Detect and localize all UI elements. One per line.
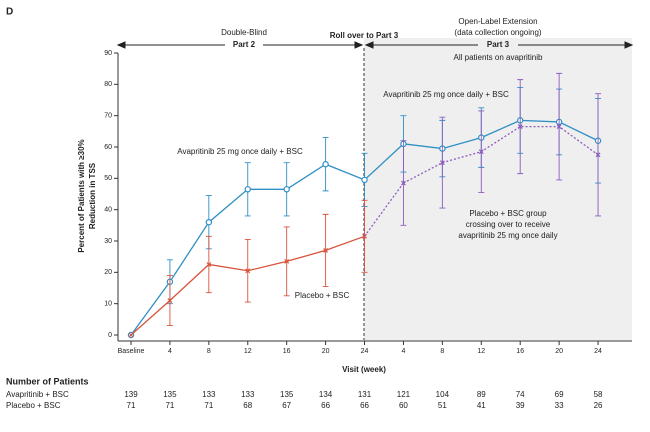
x-tick-label: 20 [322, 348, 330, 355]
x-tick-label: Baseline [118, 348, 145, 355]
annotation: All patients on avapritinib [454, 53, 543, 62]
marker [167, 298, 173, 303]
marker [323, 247, 329, 253]
marker [517, 124, 523, 130]
x-tick-label: 24 [594, 348, 602, 355]
marker [478, 149, 484, 155]
patient-count: 39 [516, 401, 525, 410]
patient-count: 33 [555, 401, 564, 410]
patient-count: 26 [594, 401, 603, 410]
x-tick-label: 20 [555, 348, 563, 355]
y-tick-label: 80 [104, 81, 112, 88]
patient-count: 134 [319, 390, 333, 399]
marker [284, 258, 290, 264]
marker [322, 161, 329, 168]
y-tick-label: 90 [104, 50, 112, 57]
marker [556, 124, 562, 130]
y-tick-label: 0 [108, 332, 112, 339]
marker [361, 176, 368, 184]
header: Open-Label Extension [458, 17, 537, 26]
annotation: crossing over to receive [466, 220, 551, 229]
y-tick-label: 30 [104, 238, 112, 245]
series-line [403, 125, 599, 184]
patient-count: 89 [477, 390, 486, 399]
row-label: Avapritinib + BSC [6, 390, 69, 399]
patient-count: 133 [202, 390, 216, 399]
x-tick-label: 16 [516, 348, 524, 355]
marker [283, 186, 290, 193]
marker [206, 262, 212, 267]
table-title: Number of Patients [6, 376, 89, 386]
patient-count: 66 [360, 401, 369, 410]
annotation: Avapritinib 25 mg once daily + BSC [383, 90, 509, 99]
patient-count: 135 [163, 390, 177, 399]
marker [205, 218, 213, 226]
patient-count: 71 [204, 401, 213, 410]
marker [401, 180, 406, 186]
patient-count: 68 [243, 401, 252, 410]
annotation: avapritinib 25 mg once daily [458, 231, 557, 240]
x-tick-label: 12 [244, 348, 252, 355]
patient-count: 71 [165, 401, 174, 410]
patient-count: 71 [127, 401, 136, 410]
patient-count: 69 [555, 390, 564, 399]
patient-count: 67 [282, 401, 291, 410]
marker [244, 186, 251, 193]
x-tick-label: 8 [440, 348, 444, 355]
annotation: Placebo + BSC group [469, 209, 547, 218]
header-arrows [116, 41, 634, 49]
marker [439, 160, 445, 166]
patient-count: 58 [594, 390, 603, 399]
marker [245, 268, 251, 274]
patient-count: 74 [516, 390, 525, 399]
crossover-connector [363, 182, 404, 237]
patient-count: 121 [397, 390, 411, 399]
annotation: Placebo + BSC [295, 291, 350, 300]
y-label: Percent of Patients with ≥30% [77, 139, 86, 252]
patient-count: 131 [358, 390, 372, 399]
y-tick-label: 50 [104, 175, 112, 182]
y-tick-label: 60 [104, 144, 112, 151]
patient-count: 51 [438, 401, 447, 410]
header: Part 3 [487, 40, 510, 49]
x-tick-label: 4 [168, 348, 172, 355]
x-tick-label: 8 [207, 348, 211, 355]
marker [128, 332, 134, 338]
y-tick-label: 10 [104, 301, 112, 308]
x-tick-label: 12 [477, 348, 485, 355]
x-tick-label: 16 [283, 348, 291, 355]
header: Roll over to Part 3 [330, 31, 399, 40]
y-label: Reduction in TSS [88, 162, 97, 229]
patient-count: 133 [241, 390, 255, 399]
y-tick-label: 70 [104, 113, 112, 120]
header: Double-Blind [221, 28, 267, 37]
patient-count: 139 [124, 390, 138, 399]
marker [595, 152, 601, 158]
patient-count: 135 [280, 390, 294, 399]
header: (data collection ongoing) [454, 28, 542, 37]
panel-label: D [6, 7, 13, 18]
patient-count: 104 [436, 390, 450, 399]
y-tick-label: 20 [104, 269, 112, 276]
header: Part 2 [233, 40, 256, 49]
x-label: Visit (week) [342, 365, 386, 374]
patient-count: 66 [321, 401, 330, 410]
row-label: Placebo + BSC [6, 401, 61, 410]
part3-shade [364, 38, 632, 340]
x-tick-label: 4 [401, 348, 405, 355]
patient-count: 60 [399, 401, 408, 410]
patient-count: 41 [477, 401, 486, 410]
x-tick-label: 24 [361, 348, 369, 355]
y-tick-label: 40 [104, 207, 112, 214]
annotation: Avapritinib 25 mg once daily + BSC [177, 147, 303, 156]
